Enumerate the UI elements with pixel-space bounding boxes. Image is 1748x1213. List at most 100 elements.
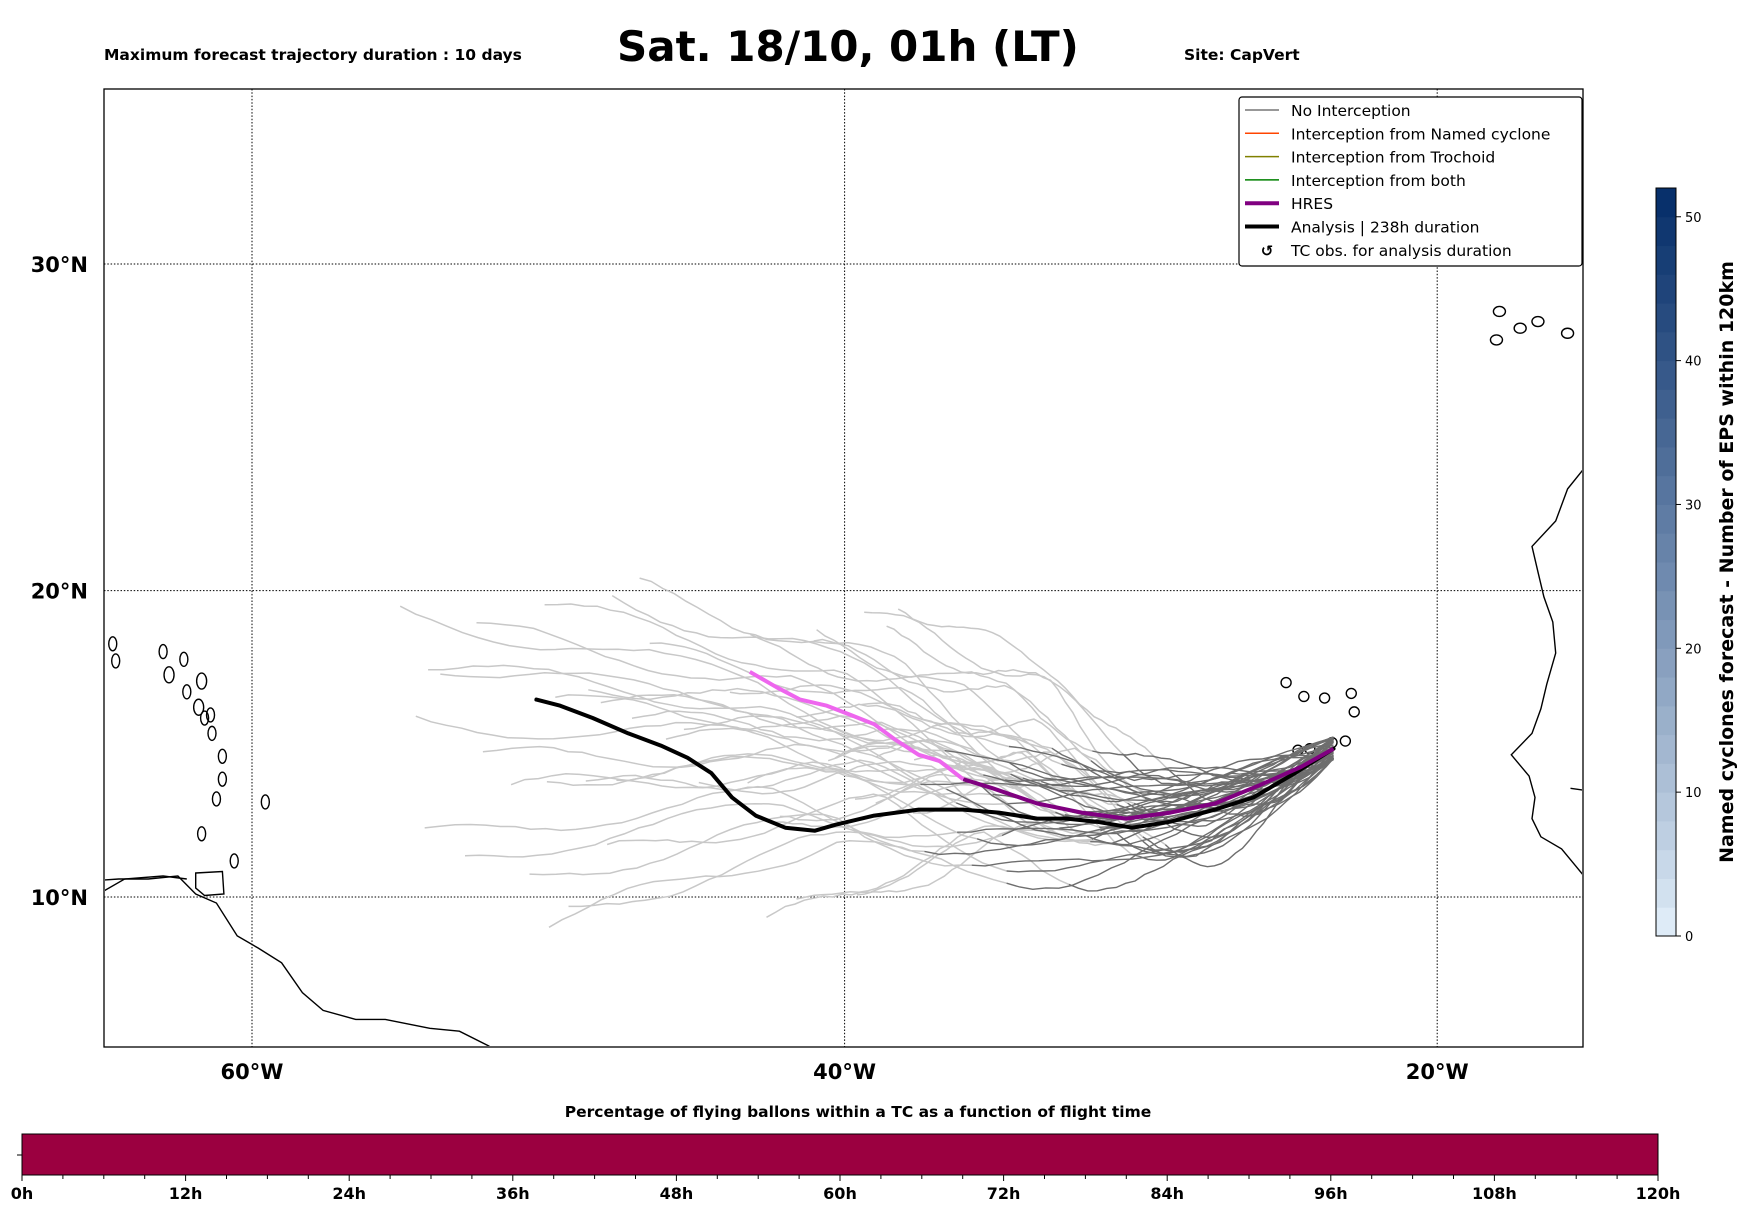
colorbar-label: Named cyclones forecast - Number of EPS … [1716,261,1738,863]
colorbar-step [1656,792,1676,822]
colorbar-step [1656,331,1676,362]
colorbar-step [1656,763,1676,793]
eps-trajectory-late [683,715,1085,836]
map-y-axis: 10°N 20°N 30°N [31,253,88,910]
eps-trajectory-late [568,831,1003,908]
island-canary [1560,327,1575,339]
eps-trajectory-late [529,813,972,876]
eps-trajectory-late [548,840,1007,928]
island-outline [163,666,175,684]
eps-trajectory-early [1006,741,1334,873]
y-tick-label: 10°N [31,886,88,910]
eps-trajectory-late [639,577,1011,764]
map-legend: No Interception Interception from Named c… [1238,96,1583,267]
eps-trajectory-late [779,780,1113,844]
colorbar-tick-label: 20 [1685,642,1702,657]
eps-trajectory-late [510,761,978,840]
x-tick-label: 20°W [1406,1060,1469,1084]
legend-label: TC obs. for analysis duration [1290,242,1512,260]
time-bar-tick-label: 120h [1636,1184,1681,1203]
island-outline [196,826,207,842]
eps-trajectory-early [1131,757,1335,861]
colorbar-step [1656,619,1676,649]
legend-label: Interception from Trochoid [1291,149,1495,167]
island-outline [192,698,205,716]
eps-trajectory-late [913,747,1146,800]
eps-trajectory-late [796,703,1129,804]
eps-trajectory-early [1008,738,1334,797]
eps-trajectory-late [631,710,1042,783]
colorbar-step [1656,504,1676,534]
coastlines [105,305,1624,1046]
hres-trajectory-early [962,746,1335,821]
island-canary [1492,305,1507,318]
colorbar-step [1656,533,1676,563]
colorbar-step [1656,590,1676,621]
island-cape-verde [1348,706,1360,718]
eps-trajectory-late [897,608,1168,769]
eps-trajectory-late [606,793,1007,872]
header-max-duration: Maximum forecast trajectory duration : 1… [104,45,522,64]
colorbar-step [1656,389,1676,419]
island-outline [260,794,271,810]
eps-trajectory-early [1068,746,1335,892]
time-bar-fill [21,1133,1659,1176]
island-cape-verde [1339,735,1352,747]
island-outline [229,853,239,869]
colorbar-steps [1655,187,1677,937]
y-tick-label: 30°N [31,253,88,277]
colorbar-step [1656,245,1676,275]
eps-trajectory-early [1099,754,1334,829]
eps-trajectory-early [1007,750,1334,805]
x-tick-label: 40°W [813,1060,876,1084]
time-bar-tick-label: 48h [660,1184,694,1203]
island-outline [158,643,168,660]
colorbar-ticks: 0 10 20 30 40 50 [1676,211,1702,945]
time-bar-tick-label: 72h [987,1184,1021,1203]
cyclone-symbol-icon: ↺ [1261,242,1274,260]
time-bar-chart: Percentage of flying ballons within a TC… [11,1103,1681,1203]
eps-trajectory-late [886,625,1148,794]
eps-trajectory-late [544,603,979,784]
time-bar-tick-label: 24h [332,1184,366,1203]
colorbar-step [1656,475,1676,505]
colorbar-frame [1655,187,1677,937]
island-canary [1612,313,1624,323]
colorbar-step [1656,446,1676,477]
main-trajectories [534,670,1336,833]
eps-trajectory-late [750,633,1062,765]
hres-trajectory-late [748,670,965,781]
island-cape-verde [1345,687,1357,700]
time-bar-title: Percentage of flying ballons within a TC… [565,1103,1152,1121]
island-outline [205,707,216,723]
coastline-venezuela [105,875,187,892]
island-outline [182,684,192,700]
legend-label: Interception from both [1291,172,1466,190]
eps-trajectory-late [816,629,1093,752]
colorbar-tick-label: 10 [1685,786,1702,801]
colorbar-tick-label: 50 [1685,211,1702,226]
island-cape-verde [1280,676,1292,689]
eps-trajectory-late [476,621,1006,781]
colorbar-step [1656,878,1676,908]
eps-trajectory-late [600,693,1065,816]
colorbar-step [1656,360,1676,390]
colorbar-step [1656,274,1676,304]
island-canary [1513,322,1527,334]
colorbar-step [1656,216,1676,247]
eps-trajectory-early [1022,754,1334,803]
coastline-west-africa [1510,469,1582,875]
colorbar-step [1656,188,1676,218]
legend-label: Analysis | 238h duration [1291,219,1480,237]
colorbar-step [1656,303,1676,333]
eps-trajectory-late [875,773,1144,842]
eps-trajectory-early [1144,749,1335,803]
eps-trajectory-late [747,760,1100,829]
island-outline [217,771,228,787]
time-bar-tick-label: 60h [823,1184,857,1203]
colorbar-step [1656,648,1676,678]
eps-trajectory-late [854,766,1135,805]
eps-trajectory-late [856,822,1112,896]
colorbar-tick-label: 0 [1685,930,1693,945]
